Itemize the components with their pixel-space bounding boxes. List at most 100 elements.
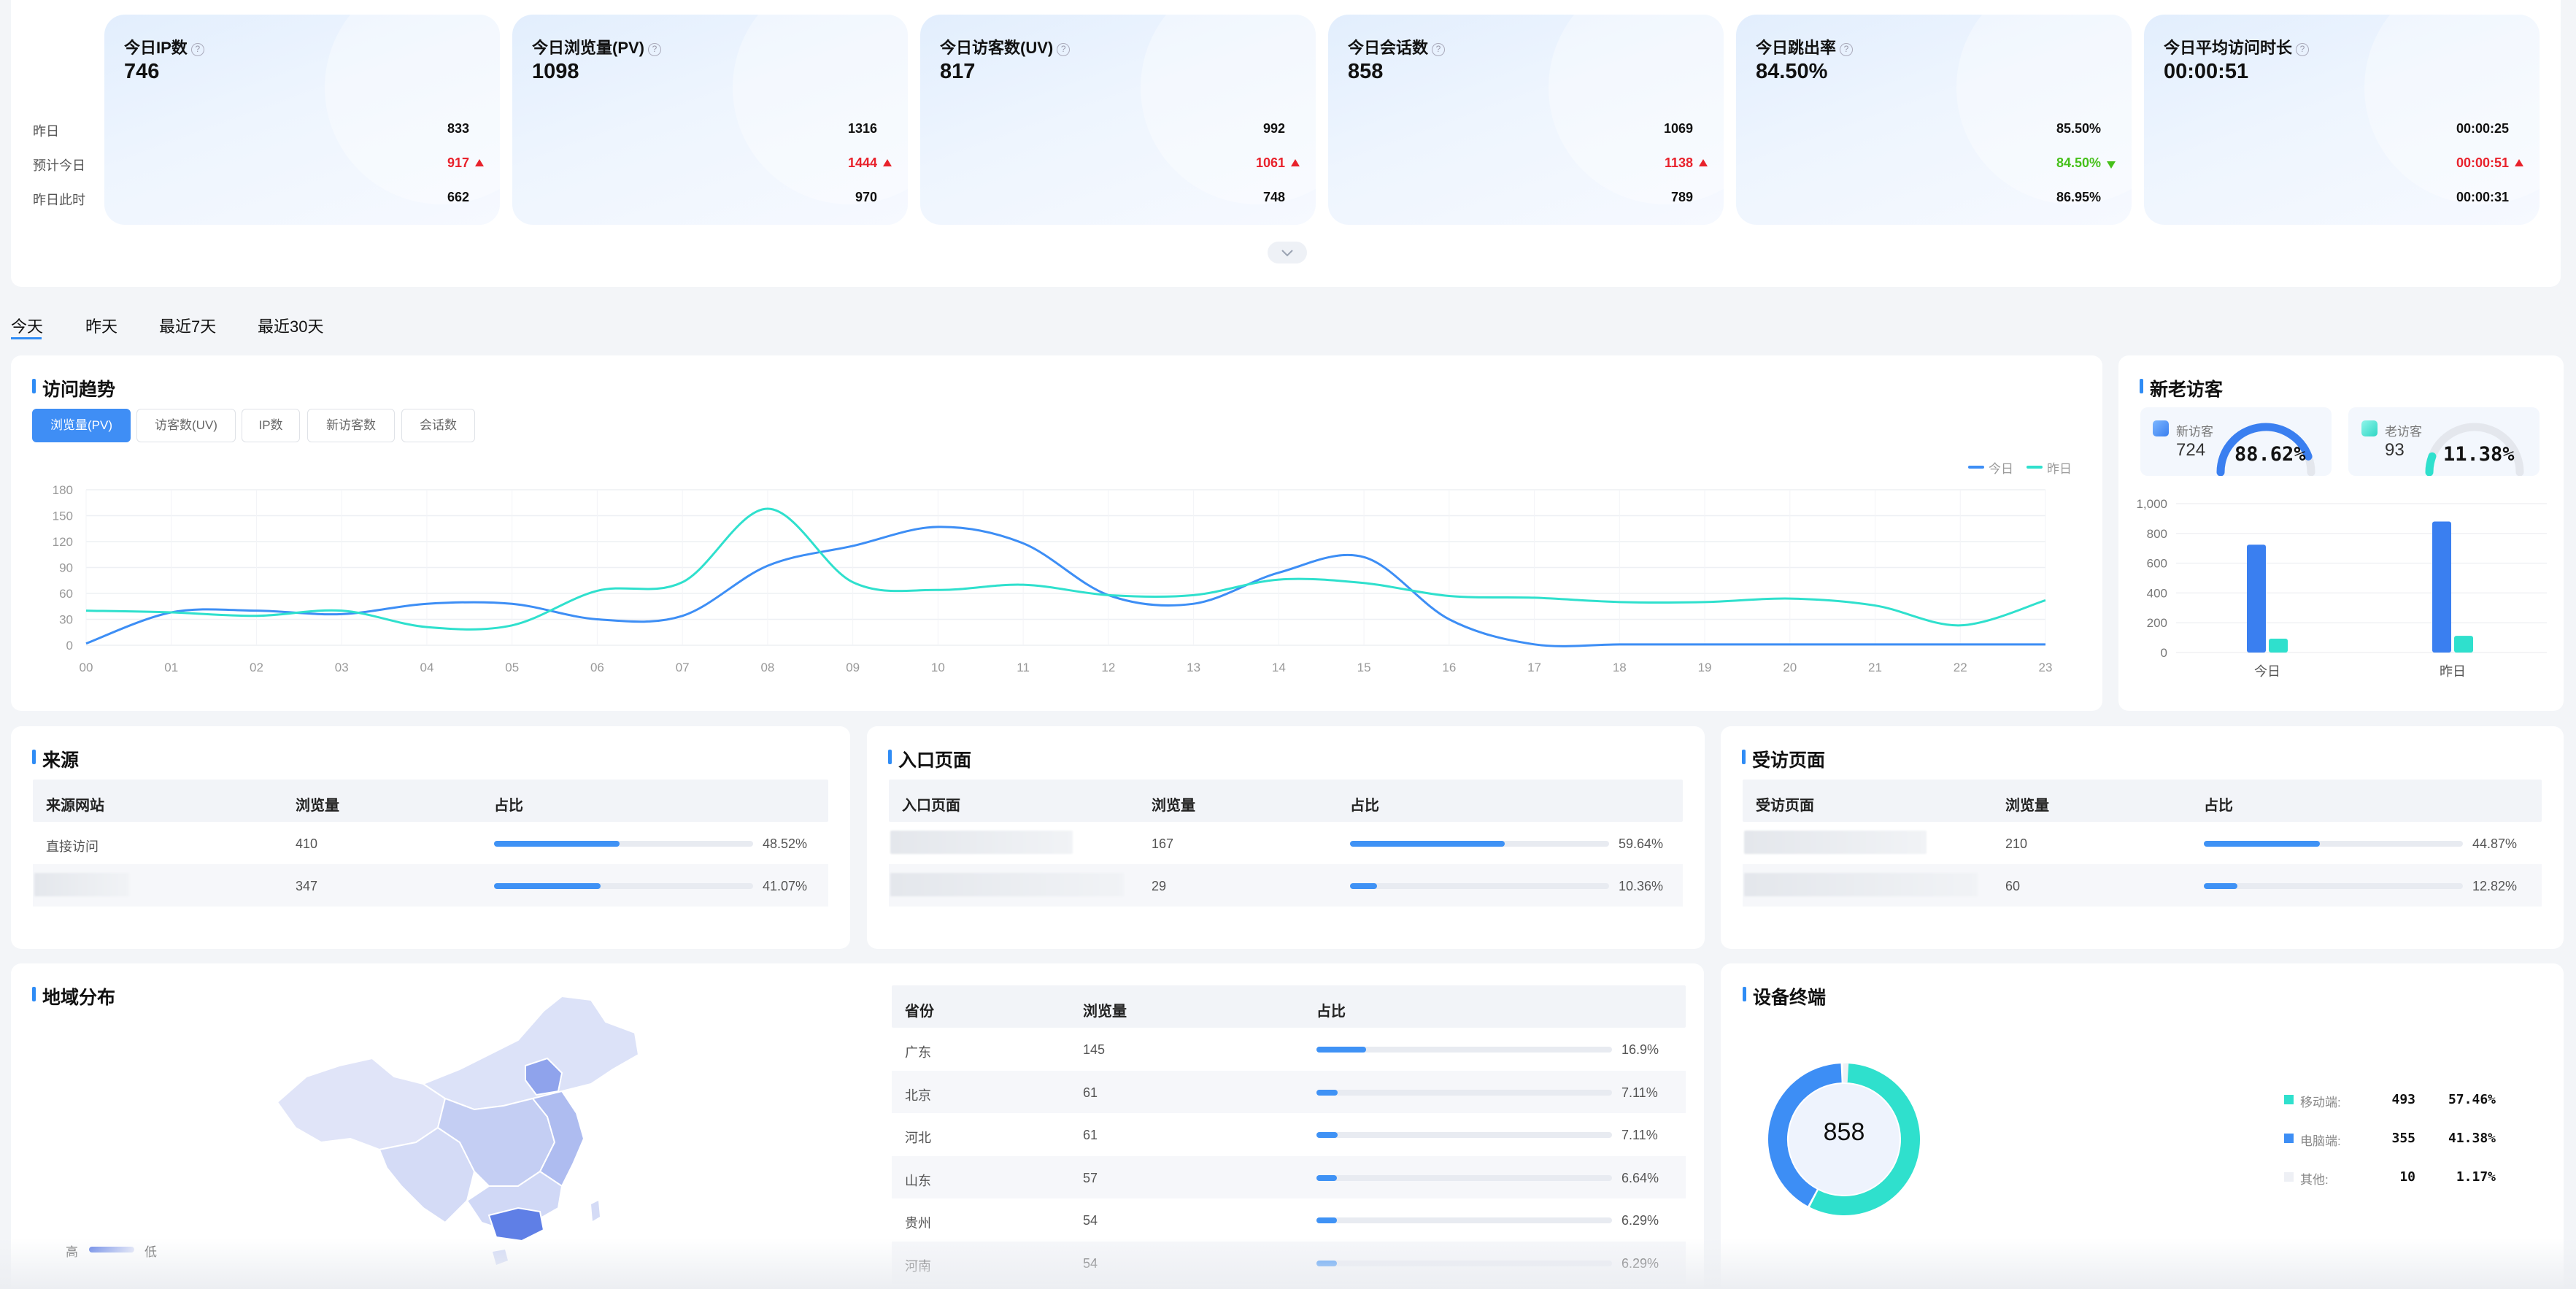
y-tick-label: 800 — [2147, 527, 2167, 541]
ratio-bar — [2204, 883, 2463, 889]
province-pv: 54 — [1083, 1213, 1098, 1228]
province-pv: 61 — [1083, 1085, 1098, 1100]
x-tick-label: 03 — [335, 661, 349, 674]
region-row[interactable]: 贵州 54 6.29% — [892, 1198, 1686, 1241]
help-icon[interactable]: ? — [1840, 43, 1854, 56]
gauge-track — [2425, 423, 2524, 476]
province-pct: 7.11% — [1621, 1128, 1658, 1142]
row-label-yesterday: 昨日 — [33, 124, 59, 139]
table-row[interactable]: 210 44.87% — [1743, 822, 2542, 864]
region-title: 地域分布 — [32, 983, 115, 1009]
new-visitor-count: 724 — [2176, 440, 2206, 460]
header-ratio: 占比 — [1316, 1004, 1346, 1020]
legend-yesterday-swatch — [2027, 466, 2043, 469]
tab-yesterday[interactable]: 昨天 — [85, 318, 118, 336]
x-tick-label: 13 — [1187, 661, 1200, 674]
table-row[interactable]: 60 12.82% — [1743, 864, 2542, 907]
stat-card: 今日访客数(UV)? 817 992 1061 748 — [920, 15, 1316, 225]
metric-button-ip[interactable]: IP数 — [242, 409, 300, 442]
tab-last-30-days[interactable]: 最近30天 — [258, 318, 324, 336]
region-table-header: 省份 浏览量 占比 — [892, 985, 1686, 1028]
bar-new-visitor — [2432, 521, 2451, 653]
x-tick-label: 20 — [1783, 661, 1797, 674]
tab-last-7-days[interactable]: 最近7天 — [159, 318, 217, 336]
row-pv: 29 — [1152, 879, 1167, 893]
y-tick-label: 0 — [2161, 646, 2167, 660]
old-visitor-percent: 11.38% — [2443, 443, 2515, 466]
ratio-bar — [1316, 1174, 1612, 1181]
province-name: 北京 — [905, 1088, 931, 1103]
help-icon[interactable]: ? — [190, 43, 204, 56]
ratio-bar-fill — [1316, 1047, 1367, 1053]
metric-button-new-visitors[interactable]: 新访客数 — [307, 409, 395, 442]
row-label-same-time: 昨日此时 — [33, 193, 85, 207]
ratio-bar — [494, 841, 753, 847]
table-row[interactable]: 直接访问 410 48.52% — [33, 822, 828, 864]
table-row[interactable]: 347 41.07% — [33, 864, 828, 907]
header-name: 入口页面 — [902, 798, 960, 814]
region-row[interactable]: 河北 61 7.11% — [892, 1113, 1686, 1155]
help-icon[interactable]: ? — [1432, 43, 1446, 56]
ratio-bar — [494, 883, 753, 889]
stat-card-title: 今日平均访问时长? — [2164, 35, 2310, 58]
stat-card: 今日IP数? 746 833 917 662 — [104, 15, 500, 225]
table-row-partial — [33, 907, 828, 927]
device-legend-percent: 1.17% — [2456, 1169, 2496, 1185]
trend-down-icon — [2107, 161, 2116, 169]
stat-card-value: 84.50% — [1756, 60, 1828, 83]
help-icon[interactable]: ? — [2296, 43, 2310, 56]
device-legend-swatch — [2284, 1134, 2294, 1143]
stat-card-title-text: 今日访客数(UV) — [940, 39, 1054, 57]
expand-toggle[interactable] — [1268, 242, 1307, 263]
ratio-bar-fill — [1316, 1089, 1338, 1096]
help-icon[interactable]: ? — [648, 43, 662, 56]
row-pct: 59.64% — [1619, 836, 1664, 851]
bar-old-visitor — [2269, 639, 2288, 653]
device-legend-count: 10 — [2399, 1169, 2415, 1185]
stat-card: 今日会话数? 858 1069 1138 789 — [1328, 15, 1724, 225]
metric-button-pv[interactable]: 浏览量(PV) — [32, 409, 131, 442]
ratio-bar — [1316, 1132, 1612, 1138]
source-panel — [11, 726, 850, 949]
stat-card: 今日跳出率? 84.50% 85.50% 84.50% 86.95% — [1736, 15, 2132, 225]
tab-today[interactable]: 今天 — [11, 318, 44, 336]
redacted-name — [34, 873, 129, 896]
x-tick-label: 16 — [1442, 661, 1456, 674]
ratio-bar-fill — [1350, 841, 1505, 847]
bottom-fade — [0, 1238, 2576, 1289]
y-tick-label: 90 — [59, 561, 73, 575]
province-pct: 6.29% — [1621, 1213, 1659, 1228]
stat-card-title-text: 今日浏览量(PV) — [532, 39, 645, 57]
old-visitor-count: 93 — [2385, 440, 2405, 460]
device-title: 设备终端 — [1743, 983, 1826, 1009]
metric-button-sessions[interactable]: 会话数 — [401, 409, 475, 442]
stat-card-title-text: 今日IP数 — [124, 39, 188, 57]
map-region-east — [531, 1090, 585, 1188]
legend-yesterday-label: 昨日 — [2047, 462, 2072, 476]
metric-button-uv[interactable]: 访客数(UV) — [136, 409, 236, 442]
ratio-bar-fill — [2204, 883, 2237, 889]
x-tick-label: 09 — [846, 661, 860, 674]
x-tick-label: 04 — [420, 661, 433, 674]
help-icon[interactable]: ? — [1057, 43, 1071, 56]
trend-up-icon — [2515, 159, 2523, 166]
region-row[interactable]: 北京 61 7.11% — [892, 1070, 1686, 1113]
ratio-bar-fill — [2204, 841, 2321, 847]
visitor-bar-chart: 0 200 400 600 800 1,000 今日 昨日 — [2136, 497, 2547, 679]
stat-predict-value: 1444 — [847, 155, 877, 170]
bar-old-visitor — [2454, 636, 2473, 653]
ratio-bar-fill — [1316, 1174, 1337, 1181]
row-name: 直接访问 — [46, 839, 99, 854]
x-tick-label: 19 — [1698, 661, 1712, 674]
region-row[interactable]: 广东 145 16.9% — [892, 1028, 1686, 1070]
stat-same-time-value: 662 — [447, 190, 469, 204]
visited-title: 受访页面 — [1742, 746, 1825, 772]
stat-same-time-value: 789 — [1670, 190, 1693, 204]
table-row[interactable]: 167 59.64% — [889, 822, 1683, 864]
stat-same-time-value: 00:00:31 — [2456, 190, 2509, 204]
new-visitor-percent: 88.62% — [2234, 443, 2306, 466]
header-ratio: 占比 — [494, 798, 523, 814]
header-province: 省份 — [905, 1004, 934, 1020]
table-row[interactable]: 29 10.36% — [889, 864, 1683, 907]
region-row[interactable]: 山东 57 6.64% — [892, 1155, 1686, 1198]
